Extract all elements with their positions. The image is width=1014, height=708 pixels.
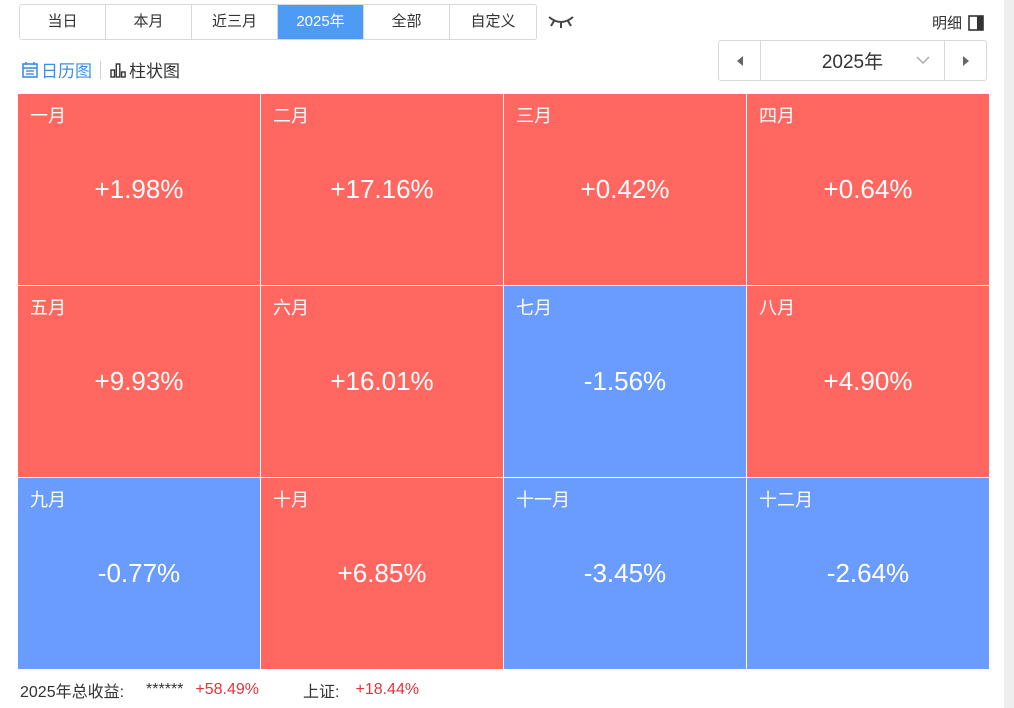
month-cell[interactable]: 六月 +16.01% [261, 286, 503, 477]
month-return: +16.01% [330, 366, 434, 396]
bar-view-label: 柱状图 [129, 62, 180, 81]
benchmark-label: 上证: [303, 684, 340, 701]
month-cell[interactable]: 七月 -1.56% [504, 286, 746, 477]
tab-all[interactable]: 全部 [364, 5, 450, 39]
month-return: -3.45% [583, 558, 667, 588]
tab-today[interactable]: 当日 [20, 5, 106, 39]
month-cell[interactable]: 九月 -0.77% [18, 478, 260, 669]
month-name: 一月 [30, 106, 66, 126]
calendar-view-button[interactable]: 日历图 [21, 57, 92, 82]
view-divider [100, 60, 101, 79]
month-name: 九月 [30, 490, 66, 510]
bar-chart-icon [110, 62, 126, 78]
month-cell[interactable]: 五月 +9.93% [18, 286, 260, 477]
month-cell[interactable]: 十一月 -3.45% [504, 478, 746, 669]
month-name: 十一月 [516, 490, 570, 510]
month-return: -1.56% [583, 366, 667, 396]
tab-custom[interactable]: 自定义 [450, 5, 536, 39]
total-return-value: +58.49% [195, 681, 260, 698]
year-value: 2025年 [821, 52, 884, 73]
monthly-return-calendar: 一月 +1.98% 二月 +17.16% 三月 +0.42% 四月 +0.64% 五月 +9.93… [18, 94, 989, 669]
month-name: 六月 [273, 298, 309, 318]
previous-year-button[interactable] [719, 41, 761, 80]
month-return: -0.77% [97, 558, 181, 588]
scrollbar-track[interactable] [1004, 0, 1014, 708]
month-cell[interactable]: 三月 +0.42% [504, 94, 746, 285]
month-return: +17.16% [330, 174, 434, 204]
month-cell[interactable]: 十月 +6.85% [261, 478, 503, 669]
year-selector: 2025年 [718, 40, 987, 81]
bar-view-button[interactable]: 柱状图 [109, 57, 180, 82]
masked-amount: ****** [146, 681, 184, 698]
month-cell[interactable]: 一月 +1.98% [18, 94, 260, 285]
summary-bar: 2025年总收益: ****** +58.49% 上证: +18.44% [20, 678, 419, 702]
calendar-icon [22, 61, 38, 78]
detail-toggle[interactable]: 明细 [932, 12, 984, 33]
view-switch: 日历图 柱状图 [21, 57, 180, 82]
month-name: 八月 [759, 298, 795, 318]
month-name: 三月 [516, 106, 552, 126]
month-cell[interactable]: 十二月 -2.64% [747, 478, 989, 669]
benchmark-value: +18.44% [355, 681, 420, 698]
month-return: +1.98% [94, 174, 184, 204]
month-name: 二月 [273, 106, 309, 126]
month-cell[interactable]: 八月 +4.90% [747, 286, 989, 477]
month-cell[interactable]: 四月 +0.64% [747, 94, 989, 285]
total-return-label: 2025年总收益: [20, 684, 125, 701]
caret-right-icon [962, 55, 969, 66]
tab-last-three-months[interactable]: 近三月 [192, 5, 278, 39]
month-return: +6.85% [337, 558, 427, 588]
side-panel-icon [968, 14, 984, 31]
tab-year-2025[interactable]: 2025年 [278, 5, 364, 39]
month-return: +4.90% [823, 366, 913, 396]
month-name: 四月 [759, 106, 795, 126]
year-dropdown[interactable]: 2025年 [761, 41, 944, 80]
caret-left-icon [736, 55, 743, 66]
month-name: 五月 [30, 298, 66, 318]
month-cell[interactable]: 二月 +17.16% [261, 94, 503, 285]
month-return: +9.93% [94, 366, 184, 396]
month-return: +0.42% [580, 174, 670, 204]
month-return: -2.64% [826, 558, 910, 588]
month-return: +0.64% [823, 174, 913, 204]
tab-this-month[interactable]: 本月 [106, 5, 192, 39]
range-tabs: 当日 本月 近三月 2025年 全部 自定义 [19, 4, 537, 40]
month-name: 十二月 [759, 490, 813, 510]
next-year-button[interactable] [944, 41, 986, 80]
month-name: 七月 [516, 298, 552, 318]
eye-closed-icon[interactable] [546, 11, 576, 31]
month-name: 十月 [273, 490, 309, 510]
detail-label: 明细 [931, 15, 962, 32]
calendar-view-label: 日历图 [41, 62, 92, 81]
chevron-down-icon [916, 56, 930, 65]
